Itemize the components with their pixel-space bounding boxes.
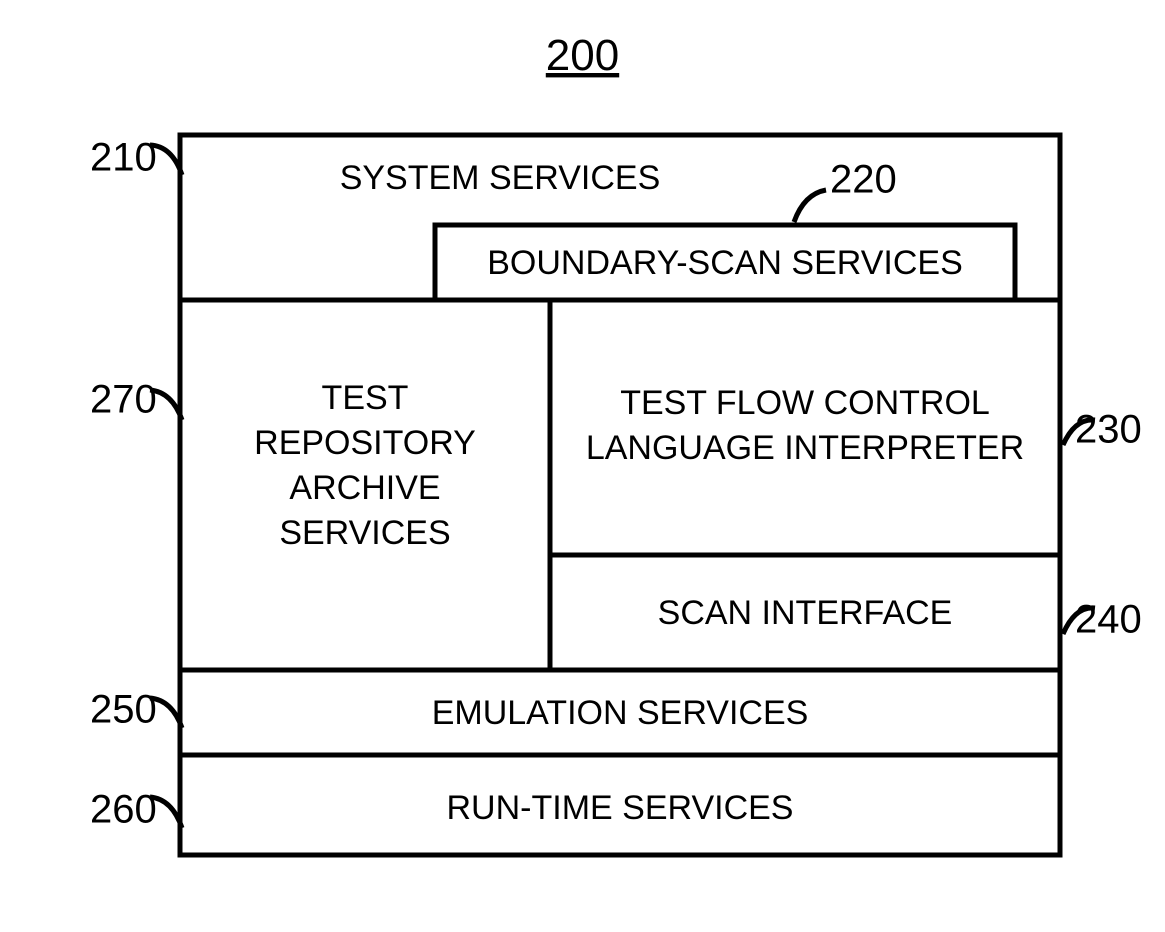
callout-210-number: 210 [90,136,157,180]
test-repository-label-line4: SERVICES [279,514,450,552]
callout-270-number: 270 [90,378,157,422]
emulation-services-label: EMULATION SERVICES [432,694,809,732]
figure-diagram: 200 SYSTEM SERVICES 210 BOUNDARY-SCAN SE… [0,0,1165,932]
callout-220-number: 220 [830,158,897,202]
system-services-label: SYSTEM SERVICES [340,159,661,197]
runtime-services-label: RUN-TIME SERVICES [447,789,794,827]
callout-240-number: 240 [1075,598,1142,642]
test-repository-label-line3: ARCHIVE [289,469,440,507]
scan-interface-label: SCAN INTERFACE [658,594,953,632]
callout-230-number: 230 [1075,408,1142,452]
test-flow-control-label-line2: LANGUAGE INTERPRETER [586,429,1024,467]
boundary-scan-services-label: BOUNDARY-SCAN SERVICES [487,244,963,282]
figure-number: 200 [546,31,619,80]
callout-260-number: 260 [90,788,157,832]
test-repository-label-line1: TEST [322,379,409,417]
callout-250-number: 250 [90,688,157,732]
test-repository-label-line2: REPOSITORY [254,424,476,462]
test-flow-control-label-line1: TEST FLOW CONTROL [620,384,990,422]
test-flow-control-box [550,300,1060,555]
